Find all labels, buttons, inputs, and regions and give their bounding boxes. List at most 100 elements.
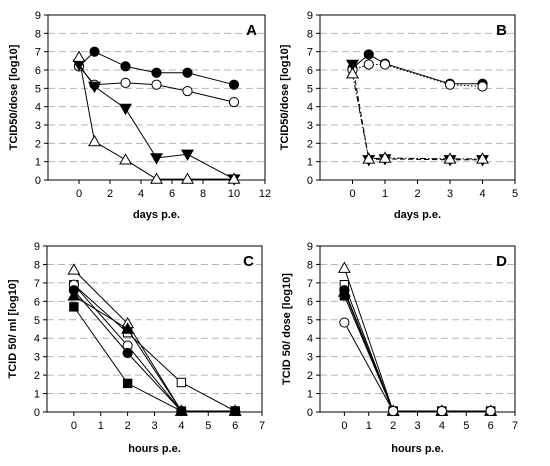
data-point xyxy=(176,406,187,416)
x-tick-label: 1 xyxy=(98,420,104,432)
y-tick-label: 3 xyxy=(307,120,313,132)
panel-label: B xyxy=(496,22,507,39)
data-point xyxy=(363,59,374,70)
y-tick-label: 4 xyxy=(307,333,313,345)
panel-label: A xyxy=(246,22,257,39)
series-2 xyxy=(339,280,496,416)
y-tick-label: 0 xyxy=(307,407,313,419)
data-point xyxy=(378,151,392,163)
y-tick-label: 9 xyxy=(34,241,40,253)
data-point xyxy=(230,406,240,416)
panel-d: 0 1 2 3 4 5 6 7 8 9 0 1 2 3 4 5 6 7 hours p.e. TCID 50/ dos… xyxy=(281,241,518,455)
data-point xyxy=(444,79,456,90)
x-tick-label: 8 xyxy=(200,188,206,200)
x-axis-label: days p.e. xyxy=(394,209,441,221)
x-tick-label: 5 xyxy=(205,420,211,432)
series-4 xyxy=(337,285,498,416)
series-line xyxy=(352,73,483,160)
x-tick-label: 4 xyxy=(479,188,485,200)
y-axis-label: TCID 50/ ml [log10] xyxy=(7,279,19,378)
x-tick-label: 3 xyxy=(151,420,157,432)
data-point xyxy=(67,263,81,275)
series-line xyxy=(73,289,236,412)
data-point xyxy=(228,96,240,108)
y-tick-label: 9 xyxy=(35,10,41,22)
y-axis-label: TCID50/dose [log10] xyxy=(279,44,291,150)
y-tick-label: 2 xyxy=(307,138,313,150)
series-line xyxy=(343,290,491,412)
data-point xyxy=(151,79,162,90)
y-tick-label: 1 xyxy=(34,389,40,401)
series-4 xyxy=(346,67,489,164)
data-point xyxy=(89,46,100,57)
x-tick-label: 1 xyxy=(382,188,388,200)
gridlines xyxy=(320,32,515,163)
y-tick-label: 3 xyxy=(35,120,41,132)
x-tick-label: 5 xyxy=(512,188,518,200)
x-tick-label: 6 xyxy=(232,420,238,432)
x-tick-label: 0 xyxy=(341,420,347,432)
data-point xyxy=(485,405,496,417)
y-tick-label: 8 xyxy=(34,259,40,271)
x-tick-label: 2 xyxy=(125,420,131,432)
data-point xyxy=(443,152,457,164)
data-point xyxy=(72,50,86,62)
y-tick-label: 0 xyxy=(34,407,40,419)
y-tick-label: 6 xyxy=(34,296,40,308)
x-axis-label: hours p.e. xyxy=(391,443,444,455)
series-line xyxy=(352,64,483,161)
y-tick-label: 5 xyxy=(35,83,41,95)
series-1 xyxy=(67,263,242,416)
y-tick-label: 7 xyxy=(35,47,41,59)
data-point xyxy=(339,317,350,328)
x-tick-label: 4 xyxy=(178,420,184,432)
data-point xyxy=(122,347,133,359)
data-point xyxy=(176,377,187,388)
y-tick-label: 7 xyxy=(307,47,313,59)
y-tick-label: 5 xyxy=(34,315,40,327)
data-point xyxy=(227,172,241,184)
data-point xyxy=(346,59,359,72)
y-tick-label: 2 xyxy=(34,370,40,382)
y-axis-label: TCID50/dose [log10] xyxy=(8,44,20,150)
data-point xyxy=(182,67,193,78)
x-tick-label: 2 xyxy=(107,188,113,200)
series-line xyxy=(73,284,236,412)
y-tick-label: 6 xyxy=(35,65,41,77)
data-point xyxy=(151,67,162,78)
panel-label: D xyxy=(496,253,507,270)
data-point xyxy=(362,152,376,164)
y-tick-label: 1 xyxy=(307,157,313,169)
data-point xyxy=(119,153,132,165)
y-tick-label: 5 xyxy=(307,83,313,95)
y-tick-label: 1 xyxy=(35,157,41,169)
data-point xyxy=(150,172,163,184)
y-tick-label: 2 xyxy=(35,138,41,150)
x-tick-label: 2 xyxy=(390,420,396,432)
series-line xyxy=(343,322,491,412)
data-point xyxy=(346,67,359,79)
y-tick-label: 3 xyxy=(34,352,40,364)
series-line xyxy=(73,295,236,412)
y-tick-label: 5 xyxy=(307,315,313,327)
panel-b: 0 1 2 3 4 5 6 7 8 9 0 1 2 3 4 5 days p.e. TCID50/dose [lo… xyxy=(279,10,518,221)
x-tick-label: 7 xyxy=(259,420,265,432)
y-axis-label: TCID 50/ dose [log10] xyxy=(281,273,293,385)
series-line xyxy=(352,53,483,85)
series-3 xyxy=(339,285,496,417)
series-5 xyxy=(339,291,496,416)
data-point xyxy=(182,85,193,97)
x-tick-label: 6 xyxy=(169,188,175,200)
series-2 xyxy=(69,280,240,416)
data-point xyxy=(476,152,489,164)
y-tick-label: 7 xyxy=(34,278,40,290)
series-5 xyxy=(67,289,242,416)
gridlines xyxy=(48,32,265,163)
x-tick-label: 2 xyxy=(414,188,420,200)
y-tick-label: 8 xyxy=(35,28,41,40)
series-2 xyxy=(347,59,488,92)
y-tick-label: 6 xyxy=(307,65,313,77)
data-point xyxy=(150,153,163,165)
